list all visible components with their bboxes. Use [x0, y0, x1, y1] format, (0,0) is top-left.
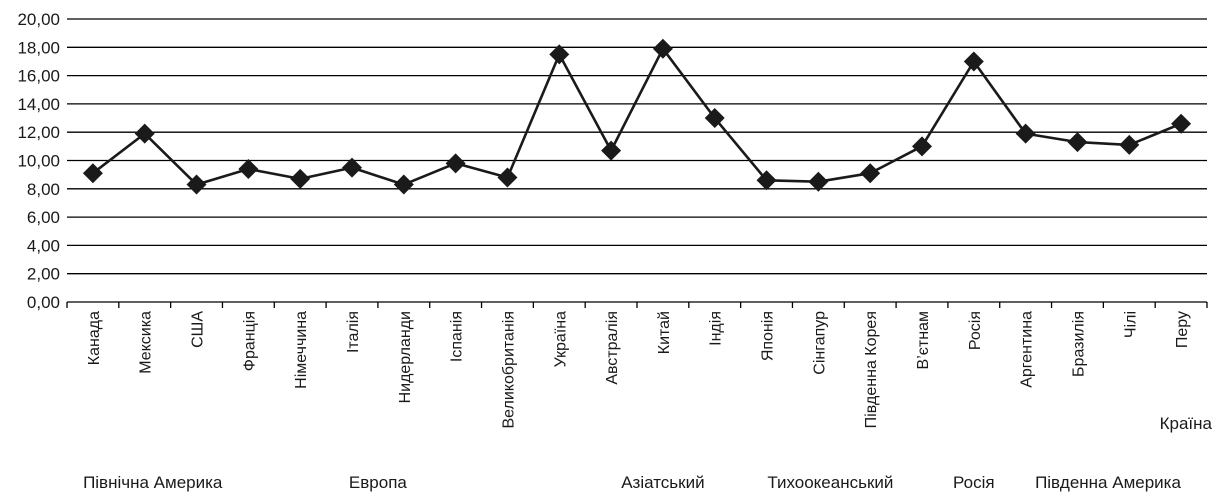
data-point-marker [601, 140, 622, 161]
y-tick-label: 20,00 [17, 10, 60, 29]
data-point-marker [756, 170, 777, 191]
data-point-marker [1119, 134, 1140, 155]
y-axis-tick-labels: 0,00 2,00 4,00 6,00 8,00 10,00 12,00 14,00 16,00… [17, 10, 60, 312]
category-label: Німеччина [293, 311, 310, 389]
category-label: Перу [1174, 311, 1191, 348]
data-point-marker [238, 158, 259, 179]
category-label: Японія [760, 311, 777, 361]
category-label: Україна [552, 311, 569, 368]
y-tick-label: 12,00 [17, 123, 60, 142]
category-label: Нидерланди [397, 311, 414, 403]
y-tick-label: 10,00 [17, 152, 60, 171]
data-point-marker [82, 163, 103, 184]
data-point-marker [445, 153, 466, 174]
x-axis-title: Країна [1160, 414, 1213, 433]
series-line [92, 47, 1182, 186]
series-markers [82, 38, 1192, 195]
category-label: Мексика [138, 311, 155, 374]
data-point-marker [1067, 132, 1088, 153]
category-label: Чілі [1122, 311, 1139, 338]
category-label: США [190, 311, 207, 348]
data-point-marker [290, 168, 311, 189]
data-point-marker [393, 174, 414, 195]
data-point-marker [342, 157, 362, 178]
data-point-marker [1015, 123, 1036, 144]
data-point-marker [652, 38, 673, 59]
category-label: Італія [345, 311, 362, 353]
y-tick-label: 8,00 [27, 180, 60, 199]
category-label: Росія [967, 311, 984, 350]
data-point-marker [860, 163, 881, 184]
y-tick-label: 2,00 [27, 265, 60, 284]
region-label: Азіатський [621, 473, 704, 492]
data-point-marker [549, 44, 570, 65]
region-label: Південна Америка [1035, 473, 1181, 492]
region-label: Росія [953, 473, 995, 492]
category-label: Аргентина [1019, 311, 1036, 388]
data-point-marker [1171, 113, 1192, 134]
region-label: Північна Америка [83, 473, 223, 492]
category-label: Великобританія [500, 311, 517, 429]
data-point-marker [134, 123, 155, 144]
region-label: Тихоокеанський [767, 473, 893, 492]
data-point-marker [963, 51, 984, 72]
y-tick-label: 4,00 [27, 236, 60, 255]
region-group-labels: Північна Америка Европа Азіатський Тихоокеа… [83, 473, 1181, 492]
category-labels: Канада Мексика США Франція Німеччина Італія Ни… [86, 311, 1191, 429]
category-label: Сінгапур [811, 311, 828, 375]
category-label: Південна Корея [863, 311, 880, 428]
category-label: Австралія [604, 311, 621, 385]
gridlines [67, 18, 1207, 275]
data-point-marker [186, 174, 207, 195]
y-tick-label: 0,00 [27, 293, 60, 312]
x-axis-tick-marks [66, 302, 1208, 308]
category-label: Китай [656, 311, 673, 354]
data-point-marker [497, 167, 518, 188]
category-label: Індія [708, 311, 725, 346]
y-tick-label: 6,00 [27, 208, 60, 227]
data-point-marker [808, 171, 829, 192]
category-label: Бразилія [1070, 311, 1087, 377]
region-label: Европа [349, 473, 407, 492]
category-label: Канада [86, 311, 103, 365]
category-label: В’єтнам [915, 311, 932, 369]
y-tick-label: 16,00 [17, 67, 60, 86]
y-tick-label: 18,00 [17, 38, 60, 57]
category-label: Іспанія [449, 311, 466, 362]
data-point-marker [912, 136, 932, 157]
category-label: Франція [241, 311, 258, 371]
y-tick-label: 14,00 [17, 95, 60, 114]
data-point-marker [704, 108, 725, 129]
